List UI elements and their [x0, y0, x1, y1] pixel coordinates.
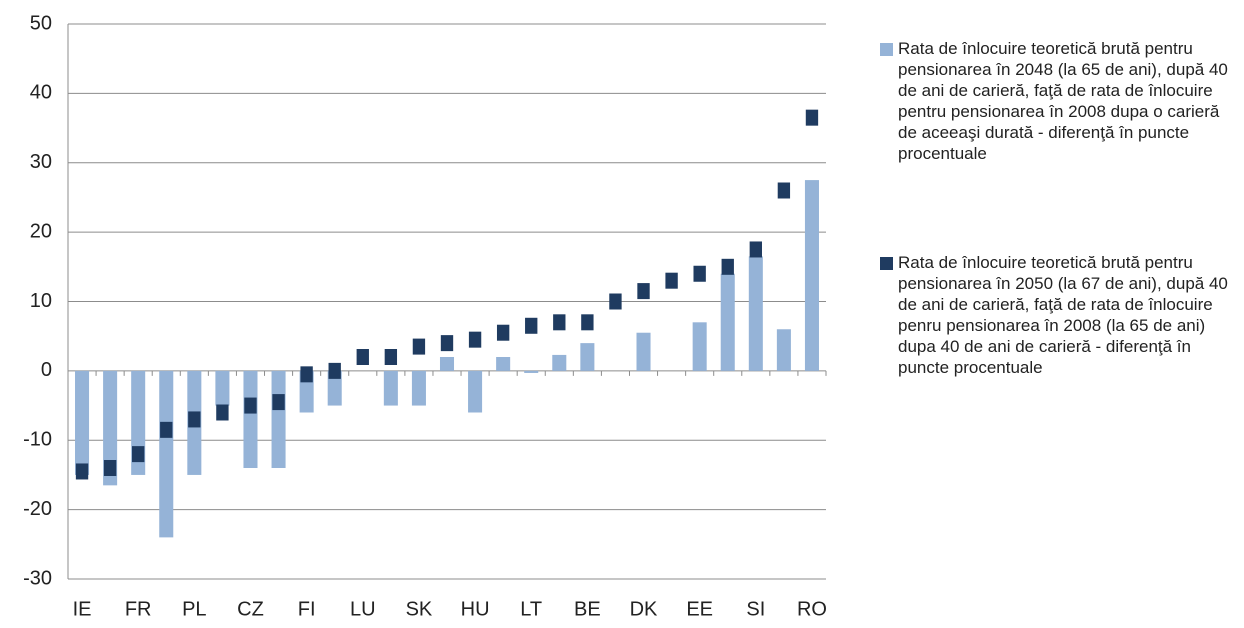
bar: [411, 370, 426, 406]
bar: [524, 370, 539, 373]
marker: [188, 411, 201, 428]
bar: [159, 370, 174, 538]
marker: [777, 182, 791, 199]
marker: [244, 397, 257, 414]
marker: [693, 265, 706, 282]
x-tick-label: FR: [125, 598, 152, 620]
marker: [581, 314, 594, 331]
legend-swatch: [880, 43, 893, 56]
marker: [525, 317, 538, 334]
bar: [496, 357, 511, 371]
marker: [216, 404, 229, 421]
marker: [637, 283, 650, 300]
legend-swatch: [880, 257, 893, 270]
marker: [160, 421, 173, 438]
bar: [383, 370, 398, 406]
y-tick-label: 40: [30, 82, 52, 104]
marker: [328, 362, 341, 379]
y-tick-label: 50: [30, 12, 52, 34]
bar: [75, 370, 90, 475]
marker: [721, 258, 734, 275]
marker: [496, 324, 510, 341]
marker: [384, 349, 398, 365]
marker: [805, 109, 819, 126]
x-tick-label: BE: [574, 598, 601, 620]
marker: [749, 241, 762, 258]
legend-entry: Rata de înlocuire teoretică brută pentru…: [876, 252, 1236, 378]
y-tick-label: -10: [23, 429, 52, 451]
marker: [75, 463, 89, 480]
x-tick-label: EE: [686, 598, 713, 620]
x-tick-label: IE: [73, 598, 92, 620]
bar: [776, 329, 791, 371]
bar: [243, 370, 258, 468]
bar: [692, 322, 707, 371]
marker: [356, 349, 369, 365]
marker: [440, 335, 454, 352]
legend-entry: Rata de înlocuire teoretică brută pentru…: [876, 38, 1236, 164]
y-tick-label: 30: [30, 151, 52, 173]
marker: [468, 331, 482, 348]
marker: [132, 446, 145, 463]
bar: [636, 332, 651, 371]
bar: [271, 370, 286, 468]
y-tick-label: 10: [30, 290, 52, 312]
marker: [412, 338, 426, 355]
chart: -30 -20 -10 0 10 20 30 40 50 IE FR PL CZ FI LU SK HU LT BE…: [23, 12, 827, 620]
bar: [804, 180, 819, 371]
legend-label: Rata de înlocuire teoretică brută pentru…: [898, 39, 1228, 163]
x-tick-label: HU: [461, 598, 490, 620]
y-tick-label: -20: [23, 498, 52, 520]
marker: [609, 293, 622, 310]
marker: [300, 366, 313, 383]
marker: [665, 272, 678, 289]
bar: [552, 354, 567, 371]
bar: [215, 370, 230, 406]
marker: [272, 394, 285, 411]
x-tick-label: SK: [406, 598, 433, 620]
bar: [439, 357, 455, 371]
bar: [720, 273, 735, 371]
legend-label: Rata de înlocuire teoretică brută pentru…: [898, 253, 1228, 377]
bar: [468, 370, 483, 413]
bar: [327, 370, 342, 406]
x-tick-label: SI: [746, 598, 765, 620]
x-tick-label: LT: [520, 598, 542, 620]
x-tick-label: LU: [350, 598, 376, 620]
x-tick-label: CZ: [237, 598, 264, 620]
bar: [580, 343, 595, 371]
x-tick-label: DK: [630, 598, 658, 620]
x-tick-label: FI: [298, 598, 316, 620]
x-tick-label: RO: [797, 598, 827, 620]
y-tick-label: 20: [30, 220, 52, 242]
bar: [103, 370, 118, 486]
marker: [103, 460, 117, 476]
marker: [553, 314, 566, 331]
bar: [748, 256, 763, 371]
y-tick-label: 0: [41, 359, 52, 381]
y-tick-label: -30: [23, 567, 52, 589]
x-tick-label: PL: [182, 598, 206, 620]
